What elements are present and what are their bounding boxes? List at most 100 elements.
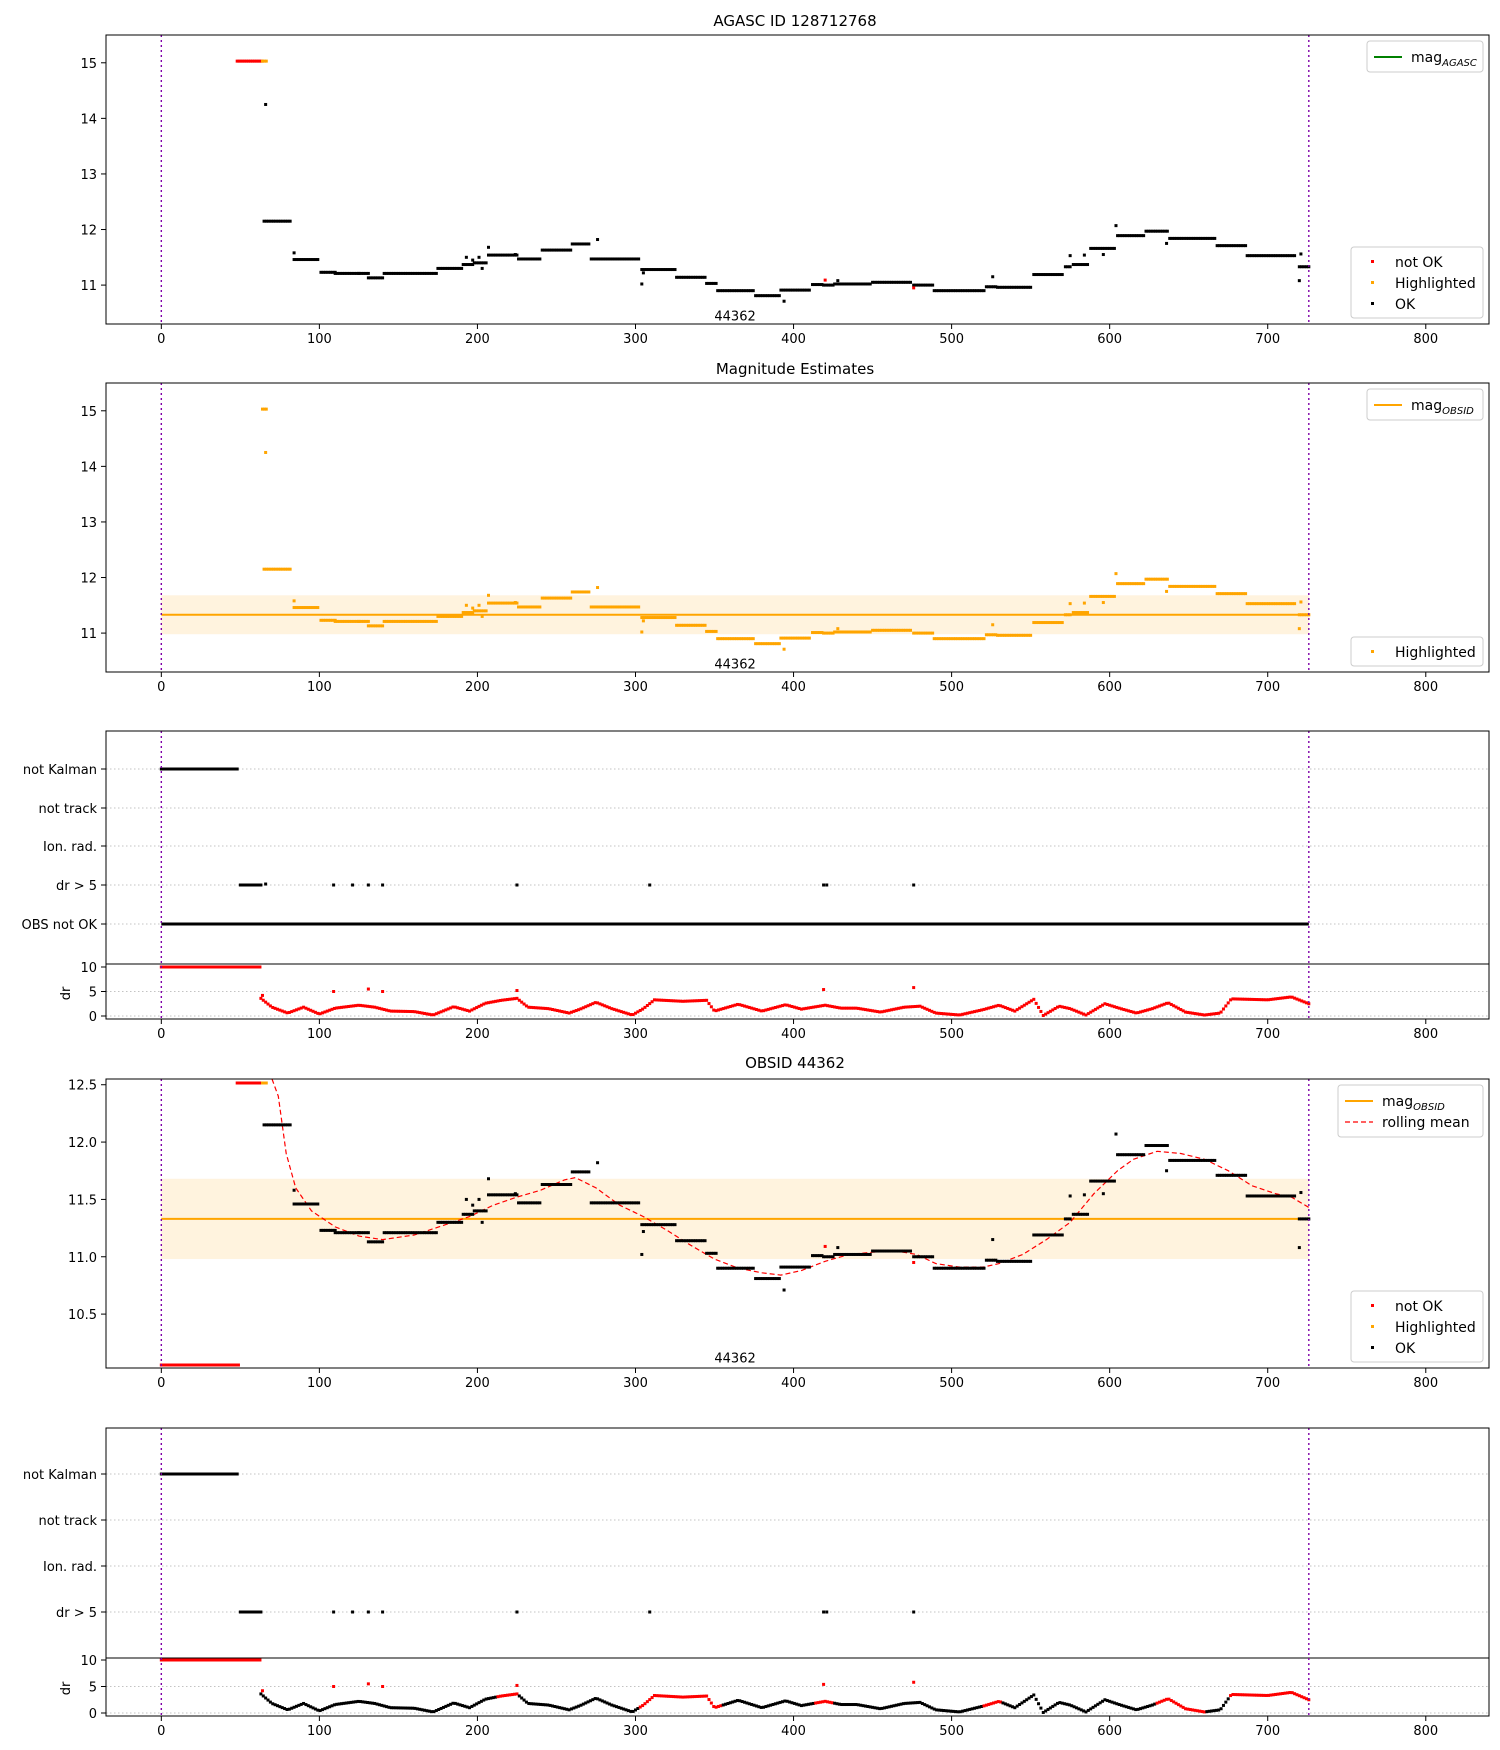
mag-point xyxy=(464,255,468,259)
mag-point xyxy=(664,1223,668,1227)
dr-point xyxy=(863,1704,867,1708)
mag-point xyxy=(849,1252,853,1256)
dr-point xyxy=(543,1006,547,1010)
mag-point xyxy=(961,289,965,293)
mag-point xyxy=(775,294,779,298)
mag-point xyxy=(701,275,705,279)
dr-point xyxy=(498,1694,502,1698)
mag-point xyxy=(901,1249,905,1253)
mag-point xyxy=(264,882,268,886)
mag-point xyxy=(813,631,817,635)
dr-point xyxy=(332,1006,336,1010)
mag-point xyxy=(562,596,566,600)
mag-point xyxy=(796,288,799,292)
dr-point xyxy=(750,1006,754,1010)
mag-point xyxy=(389,619,393,623)
dr-point xyxy=(515,1683,519,1687)
dr-point xyxy=(1267,1693,1271,1697)
dr-point xyxy=(290,1706,294,1710)
mag-point xyxy=(705,629,709,633)
mag-point xyxy=(921,283,925,287)
dr-point xyxy=(1274,997,1278,1001)
dr-point xyxy=(989,1005,993,1009)
mag-point xyxy=(842,630,846,634)
mag-point xyxy=(505,253,509,257)
dr-point xyxy=(707,1002,711,1006)
dr-point xyxy=(1269,997,1273,1001)
dr-point xyxy=(1165,1697,1169,1701)
mag-point xyxy=(887,1249,891,1253)
mag-point xyxy=(1213,1158,1217,1162)
flag-point xyxy=(248,1610,252,1614)
mag-point xyxy=(357,1231,361,1235)
legend-label-0: Highlighted xyxy=(1395,645,1476,661)
mag-point xyxy=(1019,1259,1023,1263)
mag-point xyxy=(359,619,363,623)
mag-point xyxy=(1218,1173,1222,1177)
dr-point xyxy=(1120,1703,1124,1707)
dr-point xyxy=(1096,1006,1100,1010)
mag-point xyxy=(302,1202,306,1206)
flag-point xyxy=(227,767,231,771)
dr-point xyxy=(790,1004,794,1008)
mag-point xyxy=(924,283,928,287)
dr-point xyxy=(847,1006,851,1010)
dr-point xyxy=(994,1700,998,1704)
mag-point xyxy=(620,1201,624,1205)
dr-point xyxy=(818,1700,822,1704)
mag-point xyxy=(316,606,320,610)
dr-point xyxy=(804,1006,808,1010)
dr-point xyxy=(446,1703,450,1707)
mag-point xyxy=(584,590,588,594)
flag-point xyxy=(215,1472,219,1476)
mag-point xyxy=(331,1228,335,1232)
dr-point xyxy=(1205,1013,1209,1017)
dr-point xyxy=(799,1007,803,1011)
dr-point xyxy=(1103,1002,1107,1006)
mag-point xyxy=(1135,582,1139,586)
mag-point xyxy=(811,1254,815,1258)
mag-point xyxy=(392,271,396,275)
mag-point xyxy=(1281,1194,1285,1198)
mag-point xyxy=(625,605,629,609)
mag-point xyxy=(543,1183,547,1187)
dr-point xyxy=(1212,1012,1216,1016)
mag-point xyxy=(1000,285,1004,289)
mag-point xyxy=(1139,582,1143,586)
dr-point xyxy=(662,1694,666,1698)
mag-point xyxy=(1108,594,1112,598)
mag-point xyxy=(1024,1259,1028,1263)
mag-point xyxy=(371,276,375,280)
dr-point xyxy=(513,997,517,1001)
mag-point xyxy=(496,253,500,257)
dr-point xyxy=(444,1008,448,1012)
dr-point xyxy=(996,1003,1000,1007)
dr-point xyxy=(318,1709,322,1713)
flag-point xyxy=(226,767,230,771)
y-tick-label: 12 xyxy=(80,572,97,587)
x-tick-label-300: 300 xyxy=(623,1027,648,1042)
dr-point xyxy=(788,1004,792,1008)
mag-point xyxy=(396,619,400,623)
dr-point xyxy=(1188,1011,1192,1015)
mag-point xyxy=(1068,1194,1072,1198)
mag-point xyxy=(528,257,532,261)
mag-point xyxy=(1103,246,1107,250)
mag-point xyxy=(813,1254,817,1258)
mag-point xyxy=(515,1193,519,1197)
dr-point xyxy=(1304,1001,1308,1005)
mag-point xyxy=(343,1231,347,1235)
mag-point xyxy=(659,616,663,620)
mag-point xyxy=(517,257,521,261)
mag-point xyxy=(1299,252,1303,256)
dr-point xyxy=(887,1705,891,1709)
mag-point xyxy=(1123,1153,1127,1157)
mag-point xyxy=(956,1266,960,1270)
dr-point xyxy=(977,1705,981,1709)
mag-point xyxy=(1048,273,1052,277)
mag-point xyxy=(573,1170,577,1174)
mag-point xyxy=(535,605,539,609)
dr-point xyxy=(698,999,702,1003)
dr-point xyxy=(1186,1707,1190,1711)
